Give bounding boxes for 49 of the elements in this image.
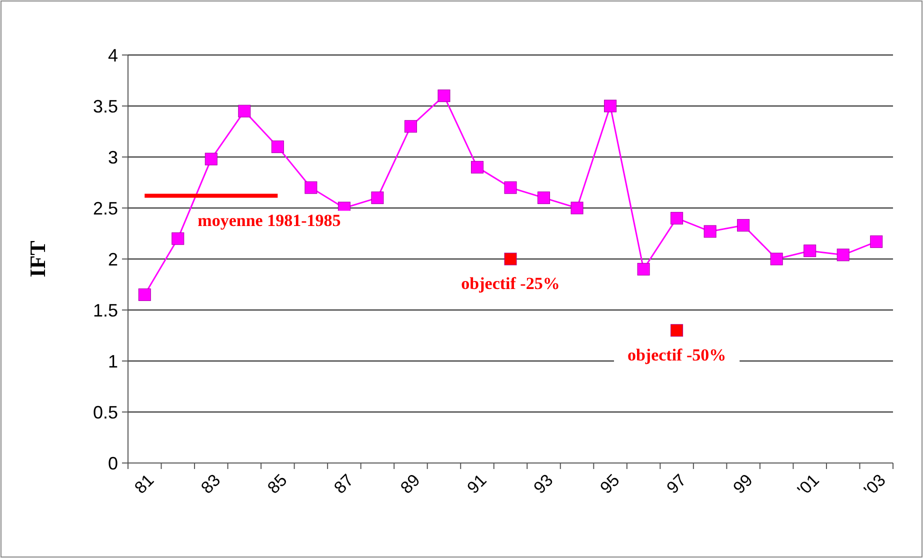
- x-tick-label: 89: [396, 470, 424, 498]
- x-tick-label: 87: [330, 470, 358, 498]
- x-tick-label: '03: [860, 470, 890, 500]
- x-tick-label: 85: [264, 470, 291, 498]
- point: [804, 244, 816, 258]
- x-tick-label: '01: [794, 470, 823, 500]
- point: [470, 160, 484, 174]
- point: [637, 262, 650, 276]
- x-tick-label: 93: [530, 470, 557, 498]
- point: [304, 181, 318, 194]
- y-tick-label: 0.5: [92, 402, 118, 422]
- y-tick-label: 2.5: [92, 198, 118, 218]
- point: [670, 324, 684, 337]
- point: [538, 192, 550, 204]
- x-tick-label: 83: [197, 470, 224, 498]
- point: [504, 181, 517, 194]
- series-label: objectif -50%: [627, 345, 726, 364]
- point: [404, 120, 417, 133]
- y-tick-label: 4: [108, 45, 118, 66]
- y-tick-label: 3: [108, 147, 118, 168]
- x-tick-label: 81: [130, 470, 158, 498]
- y-tick-label: 1: [108, 351, 118, 372]
- point: [172, 232, 184, 245]
- point: [371, 192, 384, 204]
- y-tick-label: 3.5: [92, 96, 118, 116]
- y-tick-label: 1.5: [92, 300, 118, 320]
- point: [770, 252, 783, 266]
- point: [704, 225, 716, 238]
- point: [138, 288, 151, 301]
- point: [504, 252, 517, 266]
- point: [836, 248, 850, 262]
- x-tick-label: 91: [463, 470, 490, 498]
- y-tick-label: 2: [108, 249, 118, 270]
- point: [271, 140, 284, 154]
- point: [204, 152, 218, 166]
- point: [870, 235, 883, 248]
- x-tick-label: 97: [663, 470, 690, 498]
- series-label: moyenne 1981-1985: [198, 210, 341, 230]
- point: [238, 104, 251, 118]
- point: [737, 219, 750, 232]
- point: [570, 202, 584, 214]
- x-tick-label: 99: [730, 470, 756, 498]
- point: [438, 90, 450, 102]
- series-label: objectif -25%: [461, 274, 560, 293]
- y-axis-title: IFT: [25, 240, 50, 278]
- point: [670, 212, 684, 224]
- point: [604, 100, 617, 112]
- x-tick-label: 95: [596, 470, 624, 498]
- y-tick-label: 0: [108, 453, 118, 474]
